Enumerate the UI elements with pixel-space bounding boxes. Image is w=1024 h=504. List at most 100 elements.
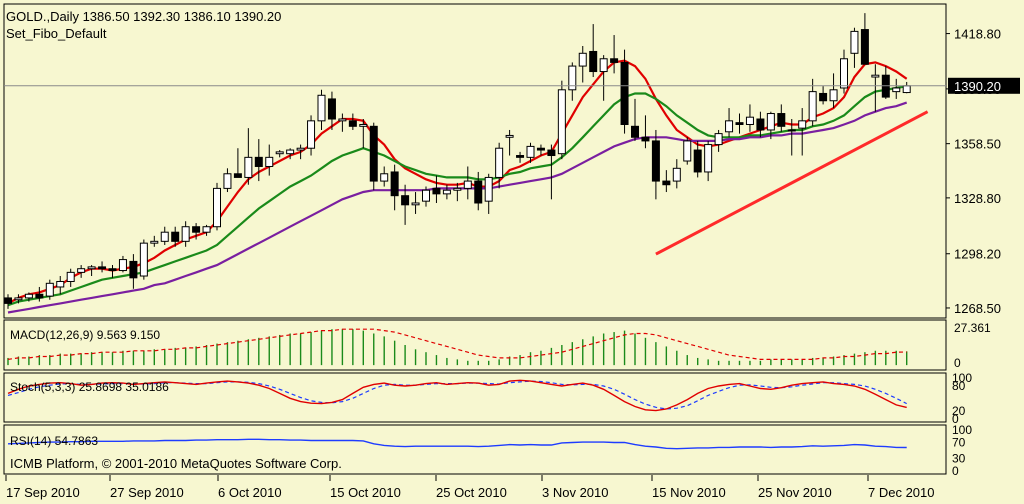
candle[interactable] — [631, 98, 639, 141]
candle[interactable] — [850, 27, 859, 68]
date-tick-label: 6 Oct 2010 — [218, 485, 282, 500]
candle[interactable] — [254, 139, 263, 182]
candle[interactable] — [662, 170, 671, 193]
candle[interactable] — [380, 166, 389, 187]
candle[interactable] — [860, 13, 869, 65]
bull-candle-body — [150, 240, 159, 244]
candle[interactable] — [296, 144, 305, 160]
bull-candle-body — [422, 189, 430, 202]
candle[interactable] — [150, 235, 159, 247]
candle[interactable] — [171, 226, 180, 247]
candle[interactable] — [536, 144, 545, 156]
candle[interactable] — [505, 129, 514, 156]
candle[interactable] — [704, 140, 713, 182]
candle[interactable] — [599, 55, 608, 101]
candle[interactable] — [610, 35, 619, 74]
candle[interactable] — [401, 184, 410, 225]
candle[interactable] — [129, 254, 138, 289]
bear-candle-body — [348, 120, 357, 127]
candle[interactable] — [307, 115, 316, 156]
candle[interactable] — [829, 73, 838, 109]
candle[interactable] — [725, 108, 734, 138]
candle[interactable] — [557, 80, 566, 160]
candle[interactable] — [108, 265, 117, 278]
candle[interactable] — [24, 292, 33, 302]
candle[interactable] — [547, 144, 556, 200]
candle[interactable] — [160, 226, 169, 245]
candle[interactable] — [568, 62, 577, 101]
candle[interactable] — [192, 223, 201, 240]
candle[interactable] — [641, 115, 650, 149]
candle[interactable] — [56, 276, 65, 295]
candle[interactable] — [369, 122, 378, 191]
candle[interactable] — [233, 148, 242, 178]
candle[interactable] — [474, 171, 483, 211]
candle[interactable] — [526, 142, 535, 163]
candle[interactable] — [118, 255, 127, 273]
candle[interactable] — [411, 192, 420, 214]
candle[interactable] — [139, 239, 148, 280]
candle[interactable] — [223, 168, 232, 193]
candle[interactable] — [516, 151, 525, 163]
trendline-layer[interactable] — [655, 110, 929, 256]
candle[interactable] — [275, 150, 284, 158]
candle[interactable] — [66, 268, 75, 287]
candle[interactable] — [745, 104, 754, 132]
candle[interactable] — [422, 186, 430, 207]
candle[interactable] — [620, 49, 629, 134]
candle[interactable] — [787, 119, 796, 156]
candle[interactable] — [432, 175, 441, 203]
candle[interactable] — [578, 45, 587, 83]
candle[interactable] — [14, 294, 23, 304]
candle[interactable] — [348, 113, 357, 130]
candle[interactable] — [484, 173, 493, 214]
candle[interactable] — [317, 89, 326, 130]
candle[interactable] — [453, 182, 462, 202]
candle[interactable] — [390, 164, 399, 211]
candle[interactable] — [327, 91, 336, 130]
candle[interactable] — [181, 221, 190, 247]
candle[interactable] — [202, 224, 211, 236]
candle[interactable] — [87, 265, 96, 277]
candle[interactable] — [35, 286, 44, 302]
candle[interactable] — [495, 142, 504, 189]
candle[interactable] — [77, 265, 86, 278]
candle[interactable] — [244, 128, 253, 185]
candle[interactable] — [819, 86, 828, 105]
candle[interactable] — [442, 184, 451, 200]
candle[interactable] — [359, 119, 368, 149]
bull-candle-body — [453, 187, 462, 191]
candle[interactable] — [808, 78, 817, 127]
candle[interactable] — [45, 279, 54, 300]
candle[interactable] — [265, 144, 274, 176]
candle[interactable] — [651, 129, 660, 200]
candle[interactable] — [286, 148, 295, 160]
candle[interactable] — [735, 113, 744, 134]
macd-panel[interactable]: 27.361 0 — [7, 321, 991, 370]
candle[interactable] — [714, 129, 723, 152]
trendline[interactable] — [655, 110, 929, 256]
bull-candle-body — [902, 85, 911, 94]
date-tick-label: 25 Nov 2010 — [758, 485, 832, 500]
candle[interactable] — [892, 78, 901, 99]
candle[interactable] — [777, 104, 786, 132]
candle[interactable] — [756, 111, 765, 138]
candle[interactable] — [798, 108, 807, 156]
candle[interactable] — [213, 182, 221, 231]
candle[interactable] — [338, 113, 347, 132]
candle[interactable] — [672, 159, 681, 189]
candle[interactable] — [693, 140, 702, 178]
candle[interactable] — [98, 261, 107, 273]
candle[interactable] — [4, 294, 12, 309]
macd-label: MACD(12,26,9) 9.563 9.150 — [10, 328, 160, 342]
candlestick-series[interactable] — [4, 13, 911, 309]
candle[interactable] — [871, 64, 880, 112]
candle[interactable] — [463, 166, 472, 200]
candle[interactable] — [766, 111, 775, 140]
template-name: Set_Fibo_Default — [6, 26, 107, 41]
candle[interactable] — [683, 137, 692, 165]
candle[interactable] — [589, 24, 598, 78]
